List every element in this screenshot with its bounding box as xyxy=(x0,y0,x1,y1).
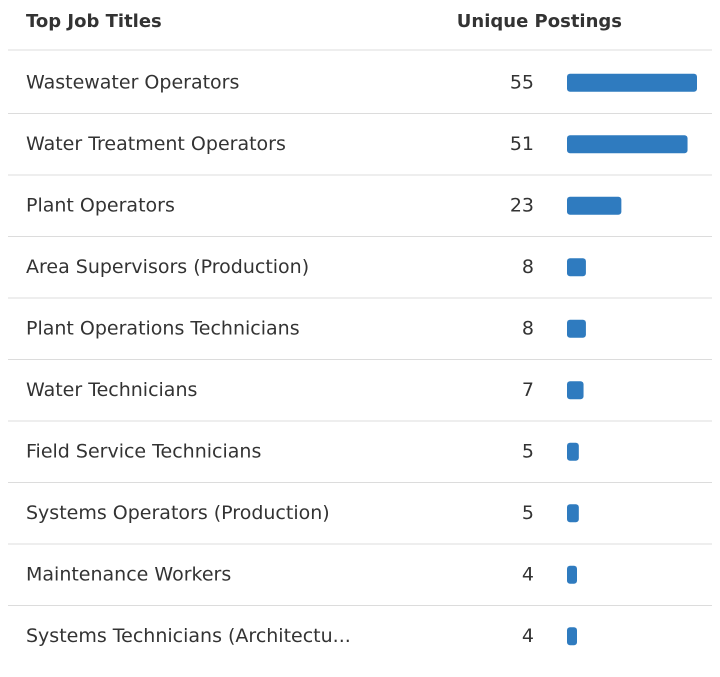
row-label: Plant Operations Technicians xyxy=(26,317,300,339)
row-label: Systems Technicians (Architectu... xyxy=(26,625,351,647)
row-label: Water Treatment Operators xyxy=(26,133,286,155)
bar xyxy=(567,258,586,277)
bar xyxy=(567,319,586,338)
value-label: 4 xyxy=(522,625,534,647)
bar xyxy=(567,381,584,400)
row-label: Plant Operators xyxy=(26,194,175,216)
bar xyxy=(567,627,577,646)
row-label: Systems Operators (Production) xyxy=(26,502,330,524)
value-label: 51 xyxy=(510,133,534,155)
bar xyxy=(567,442,579,461)
row-label: Field Service Technicians xyxy=(26,440,261,462)
bar xyxy=(567,504,579,523)
value-label: 5 xyxy=(522,502,534,524)
value-label: 23 xyxy=(510,194,534,216)
row-label: Wastewater Operators xyxy=(26,71,239,93)
category-header: Top Job Titles xyxy=(26,11,162,32)
value-label: 4 xyxy=(522,563,534,585)
bar xyxy=(567,135,688,154)
value-header: Unique Postings xyxy=(457,11,622,32)
row-label: Area Supervisors (Production) xyxy=(26,256,309,278)
row-label: Water Technicians xyxy=(26,379,197,401)
bar xyxy=(567,565,577,584)
bar xyxy=(567,196,622,215)
bar xyxy=(567,73,697,92)
value-label: 5 xyxy=(522,440,534,462)
value-label: 55 xyxy=(510,71,534,93)
row-label: Maintenance Workers xyxy=(26,563,231,585)
value-label: 8 xyxy=(522,317,534,339)
value-label: 8 xyxy=(522,256,534,278)
value-label: 7 xyxy=(522,379,534,401)
